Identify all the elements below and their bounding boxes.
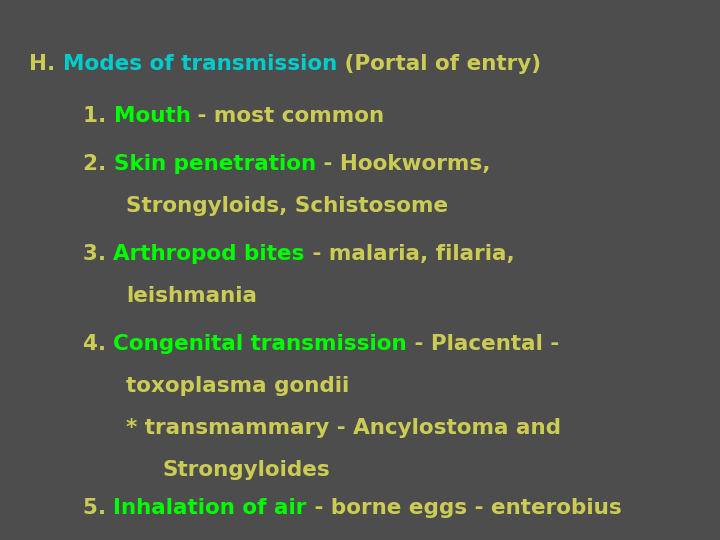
Text: Strongyloids, Schistosome: Strongyloids, Schistosome <box>126 196 448 216</box>
Text: 1.: 1. <box>83 105 114 125</box>
Text: (Portal of entry): (Portal of entry) <box>337 54 541 74</box>
Text: - Hookworms,: - Hookworms, <box>315 154 490 174</box>
Text: toxoplasma gondii: toxoplasma gondii <box>126 376 349 396</box>
Text: Arthropod bites: Arthropod bites <box>114 244 305 264</box>
Text: - borne eggs - enterobius: - borne eggs - enterobius <box>307 498 621 518</box>
Text: - malaria, filaria,: - malaria, filaria, <box>305 244 515 264</box>
Text: 3.: 3. <box>83 244 114 264</box>
Text: Skin penetration: Skin penetration <box>114 154 315 174</box>
Text: 5.: 5. <box>83 498 114 518</box>
Text: * transmammary - Ancylostoma and: * transmammary - Ancylostoma and <box>126 418 561 438</box>
Text: - Placental -: - Placental - <box>407 334 559 354</box>
Text: leishmania: leishmania <box>126 286 257 306</box>
Text: Modes of transmission: Modes of transmission <box>63 54 337 74</box>
Text: Mouth: Mouth <box>114 105 190 125</box>
Text: - most common: - most common <box>190 105 384 125</box>
Text: H.: H. <box>29 54 63 74</box>
Text: Congenital transmission: Congenital transmission <box>114 334 407 354</box>
Text: Inhalation of air: Inhalation of air <box>114 498 307 518</box>
Text: 4.: 4. <box>83 334 114 354</box>
Text: Strongyloides: Strongyloides <box>162 460 330 480</box>
Text: 2.: 2. <box>83 154 114 174</box>
